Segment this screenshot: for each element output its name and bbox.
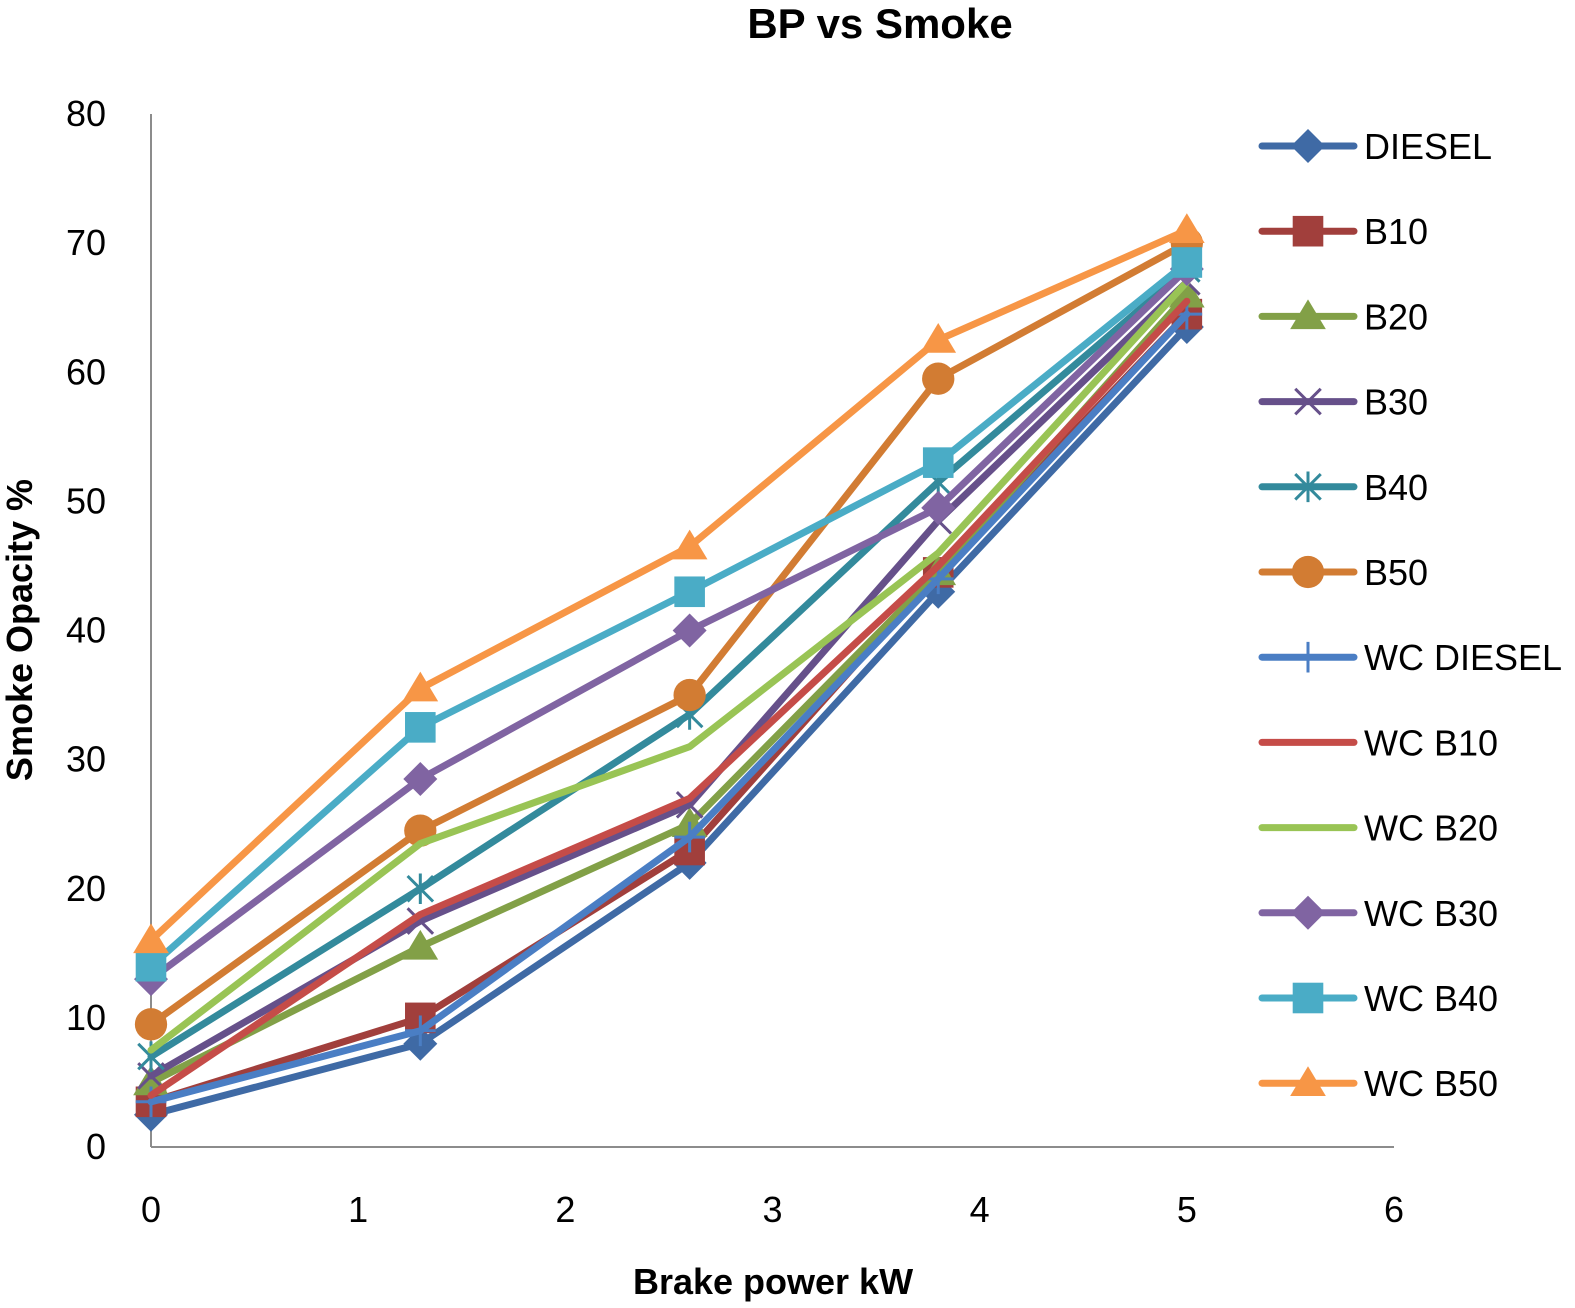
legend-label: WC B20 [1364,808,1498,849]
legend-label: B50 [1364,552,1428,593]
x-tick-label: 3 [762,1189,782,1230]
y-tick-label: 70 [66,222,106,263]
legend-label: DIESEL [1364,126,1492,167]
legend-label: WC DIESEL [1364,637,1562,678]
data-point [402,671,439,702]
legend-marker [1291,895,1325,930]
legend-item: WC DIESEL [1258,637,1562,678]
legend-marker [1292,982,1324,1014]
legend-marker [1290,1066,1326,1096]
series-line [147,239,1191,1028]
data-point [674,821,705,853]
data-point [920,322,957,353]
legend-item: WC B10 [1258,722,1498,763]
chart-title: BP vs Smoke [747,0,1012,47]
data-point [405,712,436,743]
y-tick-label: 60 [66,351,106,392]
data-point [672,613,707,648]
data-point [671,529,708,560]
data-point [674,576,705,608]
y-tick-label: 20 [66,868,106,909]
data-point [675,791,704,819]
legend-item: WC B50 [1258,1063,1498,1104]
x-tick-label: 2 [555,1189,575,1230]
legend-item: WC B20 [1258,808,1498,849]
series-wc-b30 [134,251,1204,997]
series-wc-b10 [147,297,1191,1099]
data-point [673,678,706,712]
x-tick-label: 0 [141,1189,161,1230]
x-tick-label: 6 [1384,1189,1404,1230]
data-point [403,761,438,796]
x-tick-label: 5 [1177,1189,1197,1230]
data-point [405,1015,436,1047]
legend-item: WC B40 [1258,978,1498,1019]
series-line [147,297,1191,1099]
y-tick-label: 50 [66,480,106,521]
data-point [1171,247,1203,278]
series-line [147,278,1191,1054]
legend-marker [1292,641,1324,673]
series-wc-b40 [135,247,1203,982]
data-point [135,950,167,982]
data-point [1168,277,1205,308]
legend-label: B10 [1364,211,1428,252]
legend-label: B30 [1364,382,1428,423]
series-line [147,323,1191,1119]
y-tick-label: 40 [66,610,106,651]
data-point [402,929,439,960]
y-tick-label: 10 [66,997,106,1038]
data-point [406,873,435,905]
legend-label: WC B40 [1364,978,1498,1019]
series-b20 [133,277,1205,1096]
legend-marker [1290,299,1326,330]
legend-marker [1294,387,1322,416]
legend-label: WC B10 [1364,722,1498,763]
legend-marker [1294,471,1322,503]
legend-item: B20 [1258,296,1428,337]
ticks-layer: 0 10 20 30 40 50 60 70 80 0 1 2 3 4 5 6 [66,93,1404,1230]
series-wc-b50 [133,213,1205,954]
series-line [147,291,1191,1086]
legend-marker [1291,555,1325,589]
legend-item: WC B30 [1258,893,1498,934]
series-line [147,265,1191,983]
series-layer [133,213,1205,1132]
series-wc-b20 [147,278,1191,1054]
x-tick-label: 1 [348,1189,368,1230]
data-point [922,447,954,478]
y-tick-label: 30 [66,739,106,780]
x-tick-label: 4 [970,1189,990,1230]
data-point [137,1062,165,1090]
legend-item: B50 [1258,552,1428,593]
data-point [921,490,956,525]
legend-item: DIESEL [1258,126,1492,167]
x-axis-title: Brake power kW [633,1261,913,1302]
y-tick-label: 80 [66,93,106,134]
legend-label: WC B50 [1364,1063,1498,1104]
legend-item: B30 [1258,382,1428,423]
legend-label: B20 [1364,296,1428,337]
data-point [134,1008,168,1041]
data-point [1168,213,1205,243]
legend-marker [1291,129,1325,163]
y-axis-title: Smoke Opacity % [0,479,40,781]
data-point [133,923,169,954]
data-point [922,362,955,395]
legend-marker [1292,215,1324,247]
y-tick-label: 0 [86,1126,106,1167]
legend-item: B10 [1258,211,1428,252]
legend-label: B40 [1364,467,1428,508]
legend: DIESEL B10 B20 B30 B40 B50 WC DIESEL WC B10 WC B… [1258,126,1562,1104]
series-b50 [134,226,1203,1041]
legend-item: B40 [1258,467,1428,508]
legend-label: WC B30 [1364,893,1498,934]
